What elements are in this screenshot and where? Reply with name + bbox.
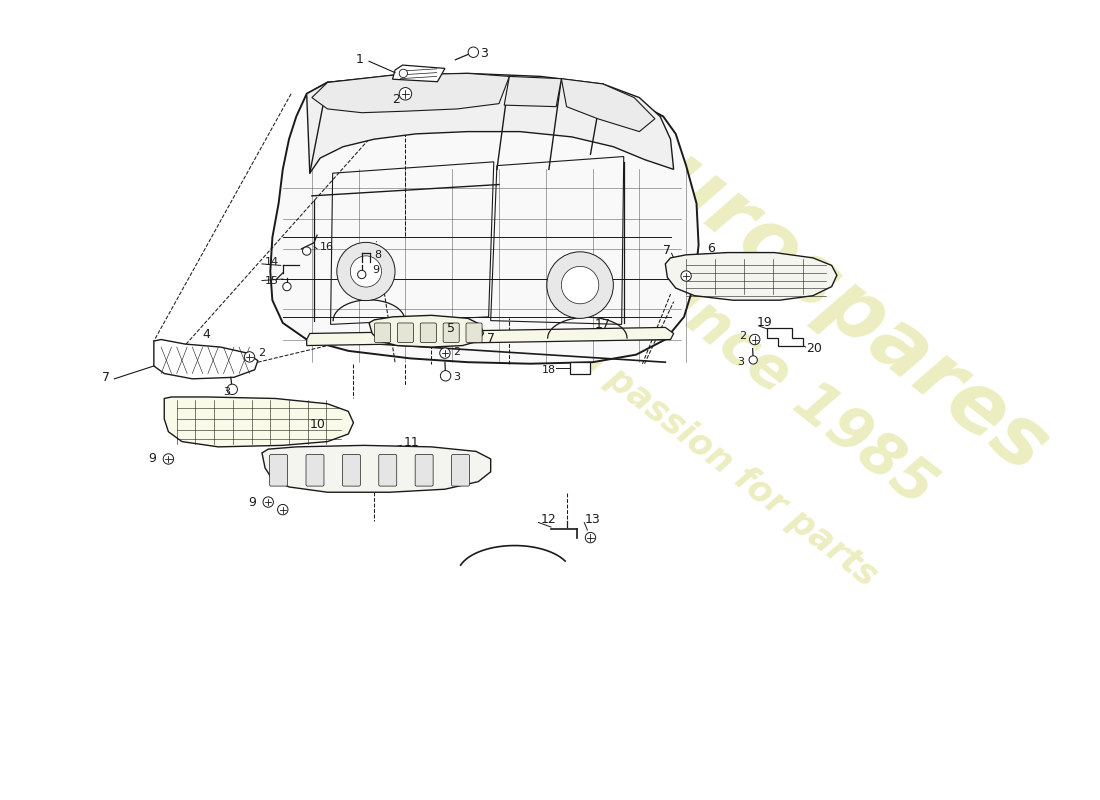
Text: 2: 2 (739, 331, 747, 342)
Circle shape (302, 247, 311, 255)
Text: 3: 3 (481, 47, 488, 60)
Text: 1: 1 (355, 54, 363, 66)
Text: 7: 7 (102, 371, 110, 384)
Polygon shape (561, 78, 654, 132)
Text: 8: 8 (374, 250, 382, 260)
Text: 4: 4 (202, 329, 210, 342)
Text: 16: 16 (320, 242, 334, 251)
Text: 10: 10 (310, 418, 326, 430)
Text: 2: 2 (453, 346, 461, 357)
Text: 2: 2 (257, 348, 265, 358)
Text: 2: 2 (392, 94, 399, 106)
Polygon shape (570, 362, 591, 374)
Text: eurospares: eurospares (600, 102, 1064, 490)
Text: 3: 3 (223, 387, 231, 398)
Circle shape (358, 270, 366, 278)
Text: a passion for parts: a passion for parts (572, 339, 883, 593)
Text: 3: 3 (453, 372, 460, 382)
Text: 13: 13 (584, 513, 600, 526)
Polygon shape (767, 328, 803, 346)
Text: 3: 3 (737, 357, 745, 367)
Polygon shape (271, 78, 698, 364)
Text: 14: 14 (265, 258, 279, 267)
Circle shape (399, 87, 411, 100)
Text: 20: 20 (805, 342, 822, 355)
Circle shape (561, 266, 598, 304)
Text: 7: 7 (486, 331, 495, 345)
Text: 15: 15 (265, 275, 279, 286)
Polygon shape (504, 77, 561, 106)
Text: 5: 5 (447, 322, 455, 335)
Circle shape (469, 47, 478, 58)
Circle shape (350, 256, 382, 287)
Circle shape (163, 454, 174, 464)
FancyBboxPatch shape (452, 454, 470, 486)
Polygon shape (307, 327, 673, 346)
FancyBboxPatch shape (415, 454, 433, 486)
Text: 11: 11 (404, 436, 419, 449)
Text: 6: 6 (707, 242, 715, 255)
Polygon shape (393, 65, 444, 82)
Circle shape (337, 242, 395, 301)
Polygon shape (307, 74, 673, 173)
FancyBboxPatch shape (374, 323, 390, 342)
Circle shape (440, 370, 451, 381)
Text: 7: 7 (663, 244, 671, 257)
Text: 9: 9 (372, 265, 379, 275)
Polygon shape (666, 253, 837, 300)
FancyBboxPatch shape (420, 323, 437, 342)
Text: 9: 9 (248, 495, 255, 509)
Polygon shape (262, 446, 491, 492)
FancyBboxPatch shape (270, 454, 287, 486)
Circle shape (681, 271, 691, 282)
Polygon shape (368, 315, 483, 347)
Polygon shape (164, 397, 353, 447)
FancyBboxPatch shape (397, 323, 414, 342)
Circle shape (227, 384, 238, 394)
Circle shape (263, 497, 274, 507)
FancyBboxPatch shape (443, 323, 459, 342)
Text: 17: 17 (595, 318, 610, 331)
FancyBboxPatch shape (306, 454, 324, 486)
Circle shape (749, 334, 760, 345)
Text: 12: 12 (540, 513, 557, 526)
Circle shape (244, 352, 255, 362)
Polygon shape (154, 339, 257, 379)
Text: 9: 9 (148, 453, 156, 466)
Circle shape (749, 356, 758, 364)
Circle shape (277, 505, 288, 515)
FancyBboxPatch shape (378, 454, 397, 486)
Circle shape (399, 70, 407, 78)
Text: 19: 19 (757, 316, 772, 330)
FancyBboxPatch shape (342, 454, 361, 486)
Circle shape (547, 252, 614, 318)
Circle shape (283, 282, 292, 290)
Polygon shape (312, 74, 509, 113)
Circle shape (440, 348, 450, 358)
Text: 18: 18 (542, 365, 557, 374)
Circle shape (585, 533, 596, 542)
Text: since 1985: since 1985 (632, 254, 946, 517)
FancyBboxPatch shape (466, 323, 482, 342)
